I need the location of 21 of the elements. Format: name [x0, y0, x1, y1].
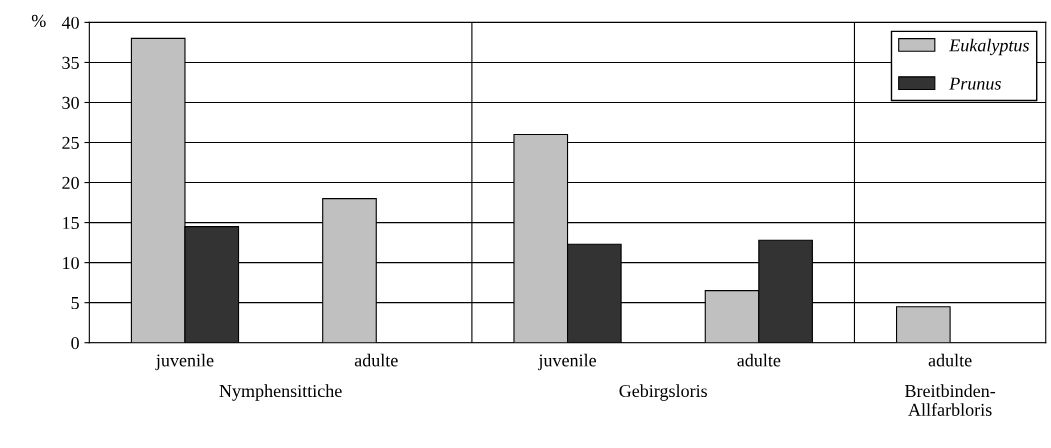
x-tick-label: adulte [928, 353, 972, 367]
y-tick-label: 0 [71, 336, 79, 350]
y-tick-label: 15 [63, 216, 79, 230]
y-tick-label: 25 [62, 136, 79, 149]
bar [895, 306, 951, 343]
y-tick-label: 30 [62, 96, 79, 109]
y-tick-label: 35 [62, 56, 79, 69]
y-tick-label: 40 [61, 16, 79, 29]
x-tick-label: juvenile [155, 353, 214, 371]
text: Breitbinden- Allfarbloris [904, 384, 996, 416]
y-axis-title: % [31, 14, 46, 27]
legend-label: Eukalyptus [949, 38, 1029, 56]
y-tick-label: 20 [62, 176, 79, 189]
legend-label: Prunus [949, 77, 1001, 90]
text: Nymphensittiche [219, 384, 342, 401]
y-tick-label: 5 [71, 297, 79, 310]
x-tick-label: adulte [354, 353, 398, 367]
x-tick-label: juvenile [537, 353, 596, 371]
y-tick-label: 10 [63, 256, 79, 270]
x-tick-label: adulte [737, 353, 781, 367]
text: Gebirgsloris [619, 384, 707, 401]
